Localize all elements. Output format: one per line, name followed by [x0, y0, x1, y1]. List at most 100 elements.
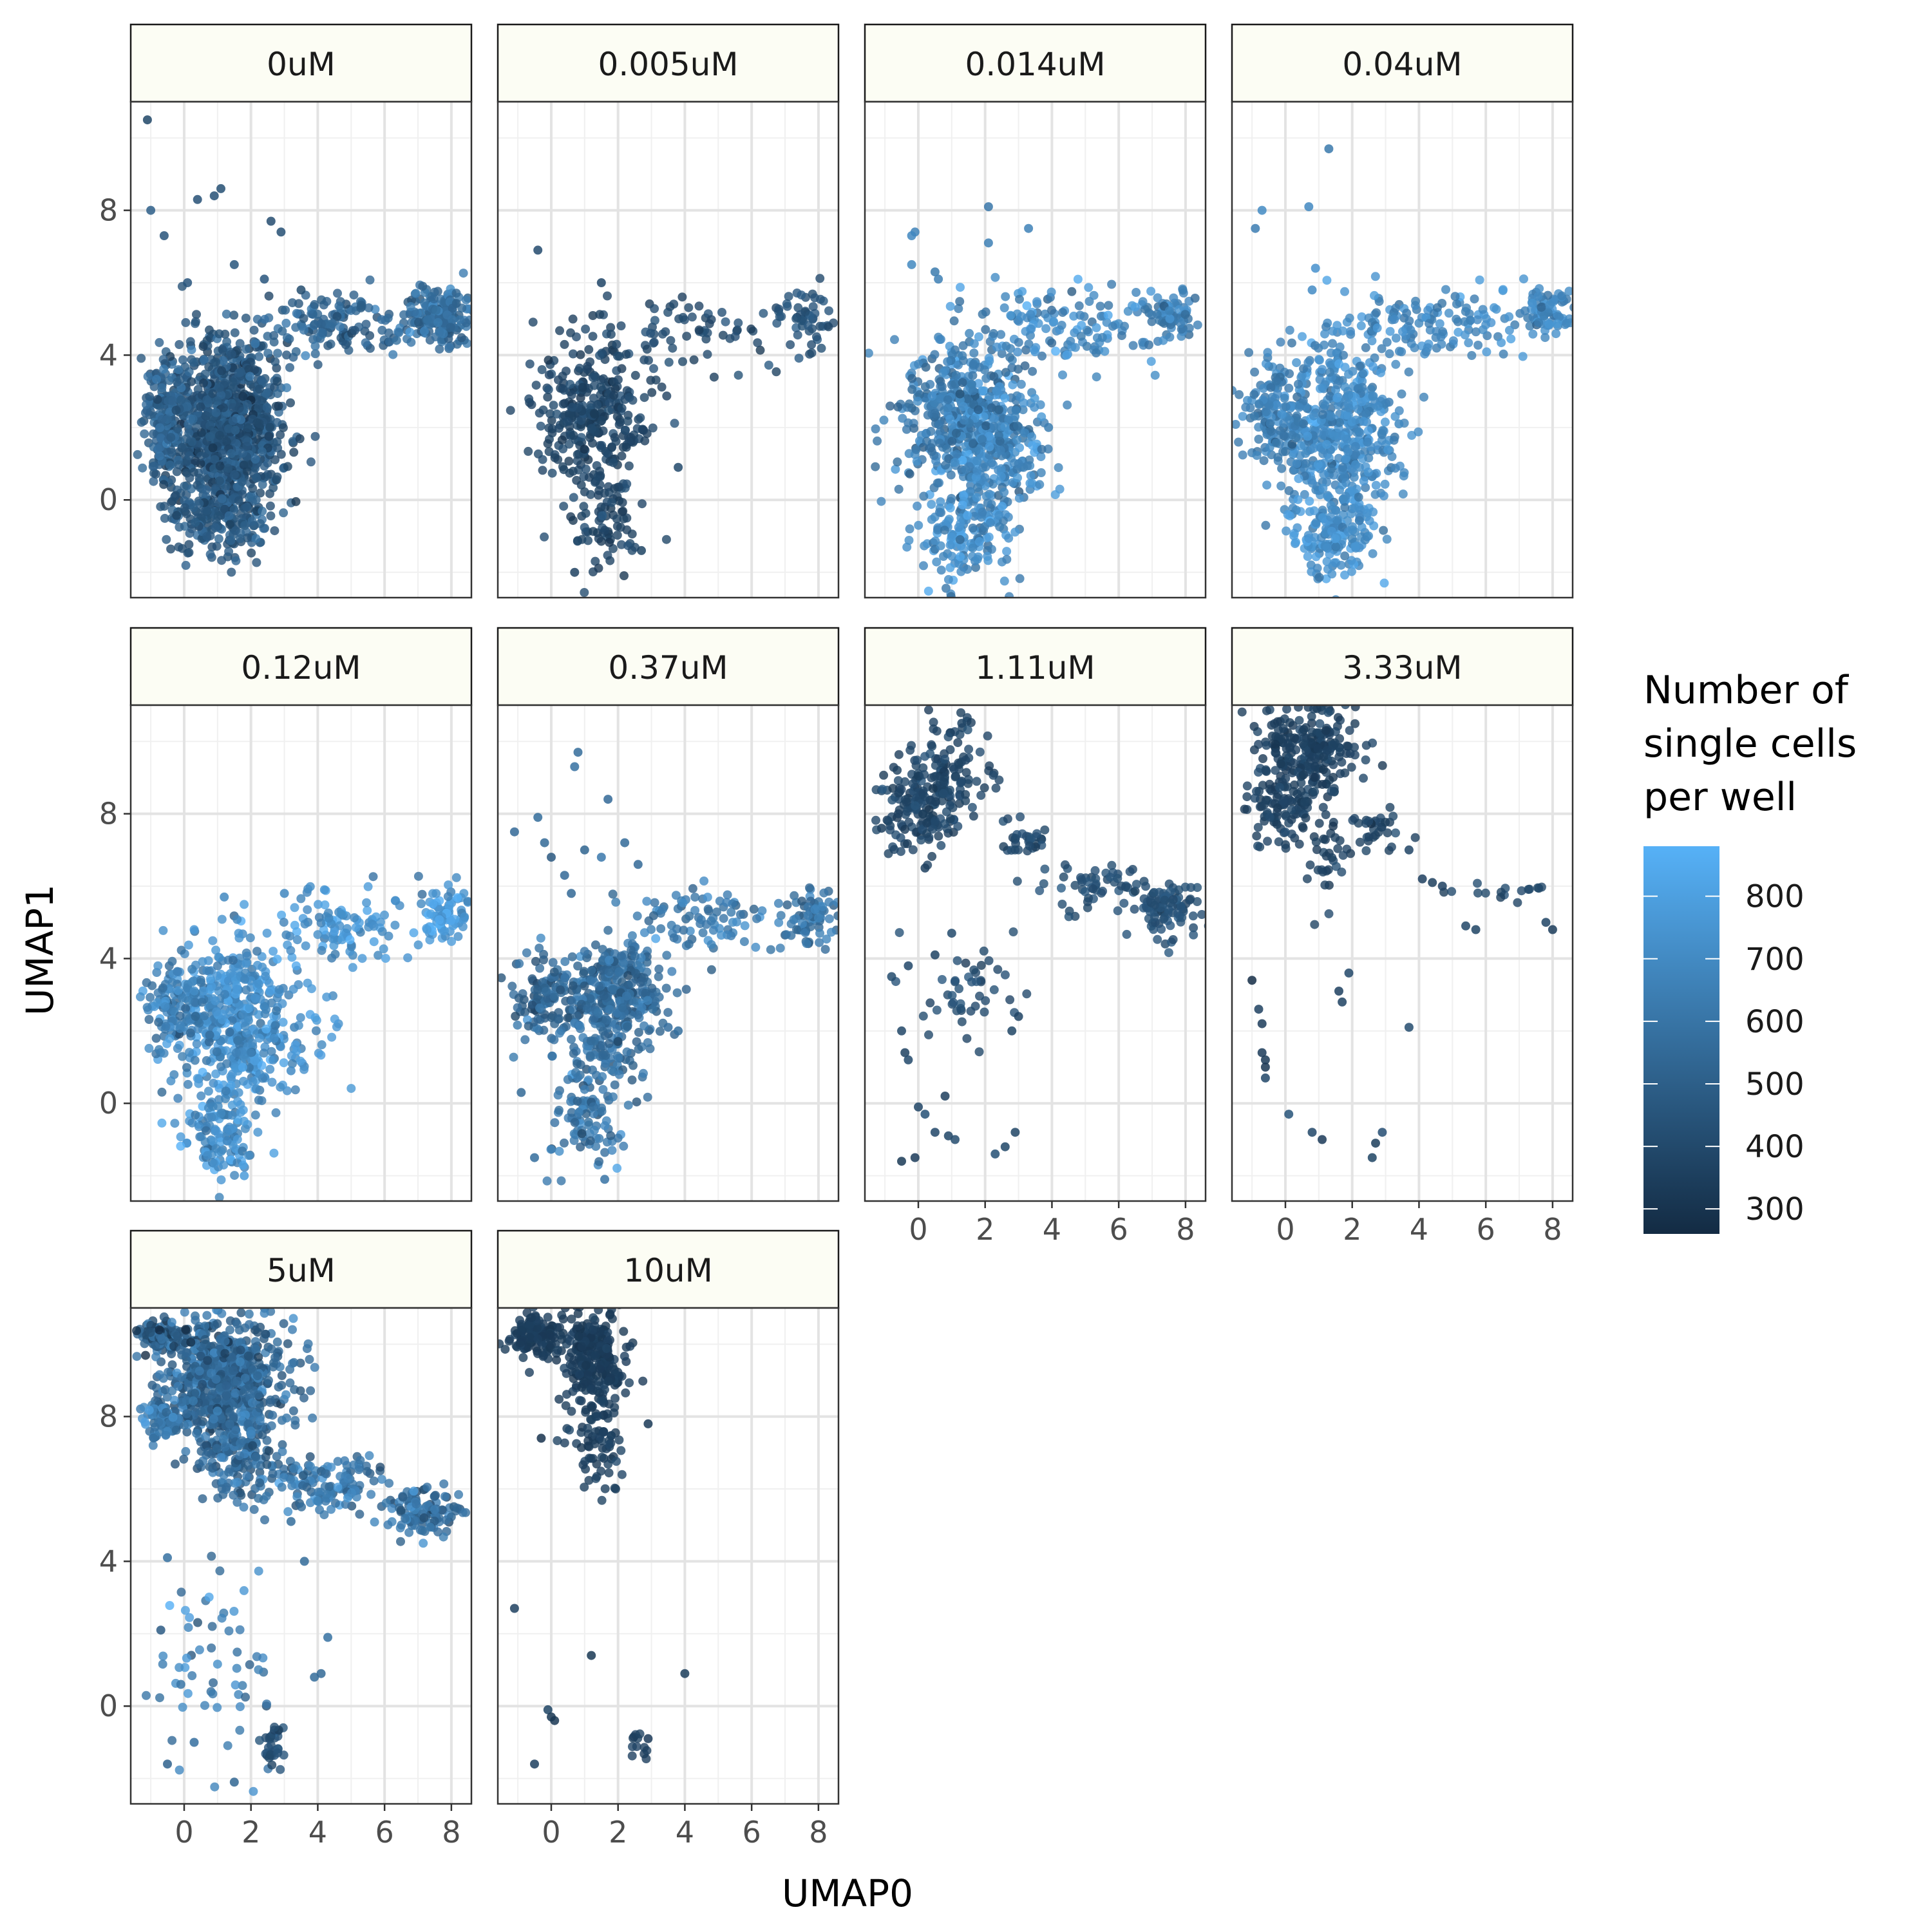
scatter-point: [1147, 317, 1157, 327]
scatter-point: [725, 334, 735, 343]
scatter-point: [734, 318, 743, 328]
scatter-point: [222, 1059, 232, 1068]
scatter-point: [1397, 389, 1406, 399]
scatter-point: [140, 429, 149, 439]
scatter-point: [581, 509, 591, 518]
scatter-point: [945, 503, 955, 513]
scatter-point: [978, 386, 988, 395]
scatter-point: [167, 978, 177, 987]
scatter-point: [254, 980, 263, 989]
scatter-point: [251, 339, 260, 348]
scatter-point: [183, 278, 193, 287]
scatter-point: [346, 1084, 356, 1094]
scatter-point: [225, 1007, 234, 1017]
scatter-point: [167, 498, 176, 507]
scatter-point: [1299, 364, 1308, 374]
scatter-point: [1338, 326, 1348, 336]
scatter-point: [1304, 534, 1314, 544]
scatter-point: [590, 410, 600, 419]
scatter-point: [981, 491, 991, 501]
scatter-point: [1235, 390, 1244, 399]
scatter-point: [296, 285, 306, 295]
scatter-point: [1323, 492, 1332, 502]
scatter-point: [285, 363, 294, 372]
scatter-point: [1423, 343, 1432, 352]
scatter-point: [1464, 338, 1473, 348]
scatter-point: [184, 548, 194, 557]
scatter-point: [1467, 351, 1477, 360]
scatter-point: [622, 479, 632, 489]
scatter-point: [1331, 595, 1340, 598]
scatter-point: [422, 315, 432, 325]
scatter-point: [935, 427, 945, 437]
scatter-point: [1525, 321, 1535, 331]
scatter-point: [299, 314, 308, 323]
scatter-point: [281, 305, 290, 315]
scatter-point: [1020, 428, 1030, 438]
scatter-point: [1117, 331, 1126, 341]
scatter-point: [670, 419, 679, 428]
scatter-point: [295, 434, 305, 444]
scatter-point: [1564, 287, 1573, 296]
scatter-point: [157, 1087, 167, 1097]
scatter-point: [211, 1069, 221, 1079]
scatter-point: [1363, 437, 1372, 447]
scatter-point: [1249, 390, 1259, 399]
scatter-point: [185, 1028, 195, 1037]
scatter-point: [210, 455, 220, 464]
scatter-point: [1348, 526, 1358, 535]
scatter-point: [923, 586, 933, 596]
scatter-point: [235, 339, 245, 348]
scatter-point: [226, 536, 236, 545]
scatter-point: [940, 526, 949, 535]
scatter-points: [1232, 144, 1573, 598]
scatter-point: [1475, 275, 1484, 285]
scatter-point: [1035, 480, 1045, 489]
scatter-point: [985, 392, 994, 401]
scatter-point: [204, 1086, 213, 1096]
scatter-point: [222, 1127, 232, 1137]
scatter-point: [1334, 359, 1343, 369]
scatter-point: [157, 383, 167, 393]
scatter-point: [968, 543, 978, 553]
scatter-point: [263, 348, 273, 358]
scatter-point: [155, 442, 165, 452]
scatter-point: [613, 375, 623, 384]
scatter-point: [1070, 328, 1079, 337]
scatter-point: [800, 307, 810, 316]
scatter-point: [1037, 444, 1046, 454]
scatter-point: [142, 115, 152, 125]
scatter-point: [543, 392, 553, 402]
scatter-point: [951, 379, 960, 389]
scatter-point: [1277, 464, 1287, 473]
scatter-point: [312, 1016, 321, 1025]
scatter-point: [987, 403, 996, 413]
scatter-point: [1051, 346, 1061, 356]
scatter-point: [984, 533, 994, 542]
scatter-point: [1271, 376, 1281, 386]
scatter-point: [238, 1010, 248, 1019]
scatter-point: [533, 245, 543, 255]
scatter-point: [963, 511, 972, 520]
scatter-point: [666, 336, 676, 345]
scatter-point: [912, 457, 922, 466]
scatter-point: [989, 372, 999, 381]
scatter-point: [1026, 471, 1036, 480]
scatter-point: [689, 355, 699, 365]
scatter-point: [538, 455, 547, 464]
scatter-point: [238, 1160, 248, 1170]
scatter-point: [973, 483, 982, 493]
scatter-point: [569, 431, 578, 440]
scatter-point: [202, 411, 211, 421]
scatter-point: [133, 450, 142, 459]
scatter-point: [1557, 291, 1567, 301]
scatter-point: [1327, 569, 1337, 579]
scatter-point: [419, 327, 429, 336]
scatter-point: [1311, 518, 1321, 527]
scatter-point: [1448, 336, 1458, 346]
scatter-point: [907, 374, 917, 383]
scatter-point: [612, 412, 622, 421]
scatter-point: [1473, 315, 1482, 325]
scatter-point: [191, 1012, 200, 1021]
scatter-point: [1332, 321, 1342, 330]
